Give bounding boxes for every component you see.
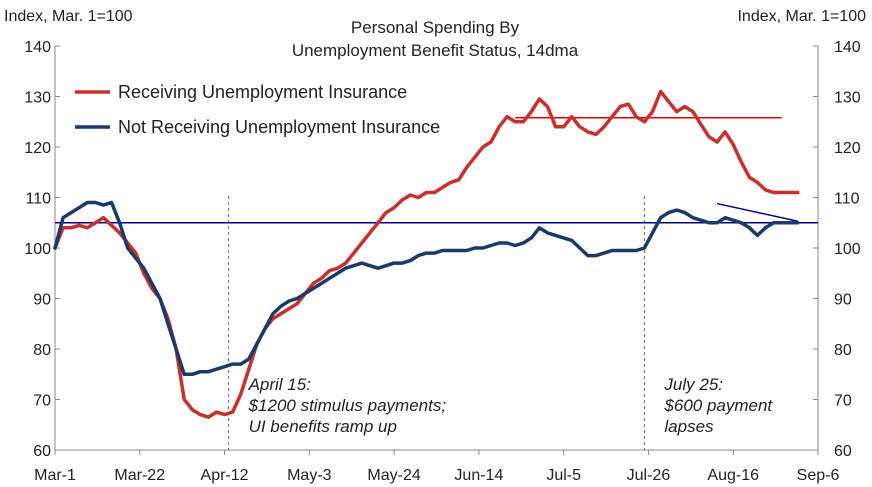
right-y-tick-label: 110 [834,191,860,208]
left-y-tick-label: 90 [33,292,51,309]
left-y-tick-label: 110 [25,191,51,208]
right-y-tick-label: 60 [834,443,852,460]
x-tick-label: Jun-14 [454,467,503,484]
x-tick-label: Jul-26 [627,467,671,484]
legend-label: Not Receiving Unemployment Insurance [118,117,440,137]
left-y-tick-label: 140 [24,39,51,56]
right-y-tick-label: 130 [834,90,861,107]
left-y-tick-label: 130 [24,90,51,107]
right-y-tick-label: 140 [834,39,861,56]
chart-title-line-1: Personal Spending By [351,18,520,37]
right-axis-unit-label: Index, Mar. 1=100 [737,8,866,25]
legend-label: Receiving Unemployment Insurance [118,82,407,102]
event-annotation-line: April 15: [248,375,312,394]
x-tick-label: Apr-12 [201,467,249,484]
left-y-tick-label: 60 [33,443,51,460]
chart-title-line-2: Unemployment Benefit Status, 14dma [292,41,579,60]
event-annotation-line: lapses [664,417,714,436]
right-y-tick-label: 120 [834,140,861,157]
right-y-tick-label: 100 [834,241,861,258]
series-line-receiving-ui [53,89,800,419]
x-tick-label: Mar-1 [34,467,76,484]
axes: 60 60 70 70 80 80 90 90 100 100 110 110 120 120 130 130… [24,39,861,484]
reference-line-trend [716,202,798,222]
event-annotation-line: $1200 stimulus payments; [248,396,447,415]
right-y-tick-label: 90 [834,292,852,309]
event-annotation-line: July 25: [663,375,723,394]
x-tick-label: Mar-22 [114,467,165,484]
left-y-tick-label: 100 [24,241,51,258]
left-y-tick-label: 70 [33,393,51,410]
x-tick-label: May-24 [367,467,420,484]
right-y-tick-label: 80 [834,342,852,359]
x-tick-label: May-3 [287,467,332,484]
legend: Receiving Unemployment Insurance Not Rece… [75,82,440,137]
x-tick-label: Jul-5 [546,467,581,484]
event-annotation-line: $600 payment [663,396,773,415]
left-y-tick-label: 80 [33,342,51,359]
x-tick-label: Sep-6 [797,467,840,484]
left-axis-unit-label: Index, Mar. 1=100 [4,8,133,25]
event-annotation-line: UI benefits ramp up [249,417,397,436]
right-y-tick-label: 70 [834,393,852,410]
series-lines [53,89,800,419]
event-markers: April 15: $1200 stimulus payments; UI ben… [228,196,773,450]
x-tick-label: Aug-16 [707,467,759,484]
series-line-not-receiving-ui [53,200,800,377]
left-y-tick-label: 120 [24,140,51,157]
